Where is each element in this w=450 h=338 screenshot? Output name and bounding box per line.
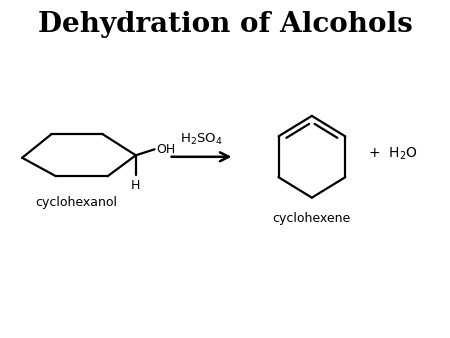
Text: OH: OH xyxy=(157,143,176,156)
Text: H$_2$SO$_4$: H$_2$SO$_4$ xyxy=(180,132,223,147)
Text: cyclohexene: cyclohexene xyxy=(273,212,351,225)
Text: $+$  H$_2$O: $+$ H$_2$O xyxy=(368,146,418,163)
Text: cyclohexanol: cyclohexanol xyxy=(35,196,117,209)
Text: Dehydration of Alcohols: Dehydration of Alcohols xyxy=(38,11,412,38)
Text: H: H xyxy=(131,179,140,192)
